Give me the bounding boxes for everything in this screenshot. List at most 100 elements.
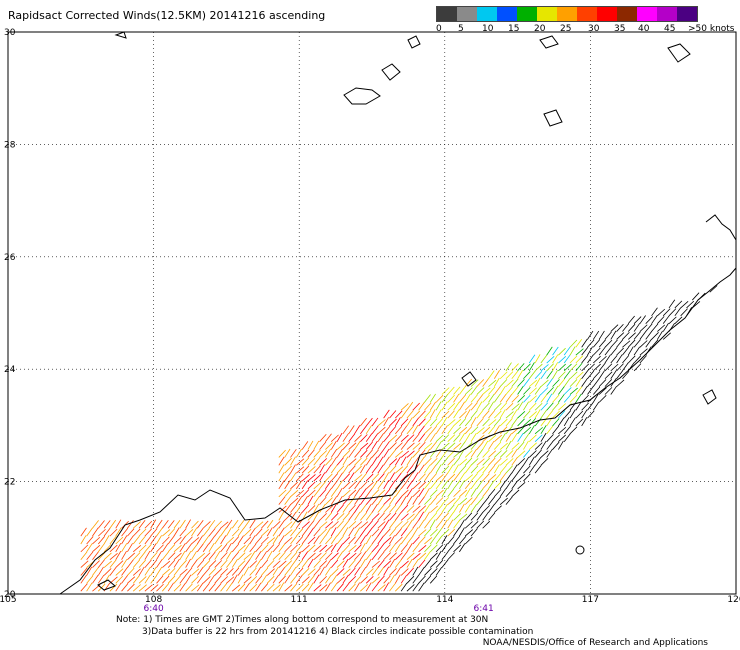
wind-barb bbox=[429, 433, 437, 442]
legend-label: 45 bbox=[664, 24, 676, 34]
wind-barb bbox=[266, 568, 275, 576]
wind-barb bbox=[587, 401, 594, 411]
wind-barb bbox=[383, 417, 390, 427]
wind-barb bbox=[464, 409, 471, 419]
wind-barb bbox=[156, 519, 163, 529]
wind-barb bbox=[389, 496, 396, 505]
wind-barb bbox=[523, 433, 530, 442]
wind-barb bbox=[505, 386, 513, 395]
wind-barb bbox=[208, 567, 217, 576]
wind-barb bbox=[330, 582, 338, 592]
wind-barb bbox=[365, 512, 373, 521]
wind-barb bbox=[150, 519, 157, 529]
wind-barb bbox=[429, 535, 437, 545]
island-1 bbox=[97, 579, 116, 591]
wind-barb bbox=[115, 582, 122, 592]
wind-barb bbox=[470, 480, 478, 490]
wind-barb bbox=[162, 560, 171, 568]
wind-barb bbox=[418, 410, 426, 419]
wind-barb bbox=[517, 433, 524, 442]
wind-barb bbox=[377, 449, 385, 458]
wind-barb bbox=[261, 529, 269, 537]
wind-barb bbox=[127, 567, 135, 576]
wind-barb bbox=[587, 386, 594, 395]
wind-barb bbox=[325, 521, 334, 529]
wind-barb bbox=[132, 521, 141, 529]
wind-barb bbox=[301, 496, 308, 505]
wind-barb bbox=[115, 568, 124, 576]
wind-barb bbox=[144, 584, 153, 592]
wind-barb bbox=[499, 418, 508, 427]
wind-barb bbox=[412, 495, 419, 505]
wind-barb bbox=[313, 584, 322, 592]
wind-barb bbox=[92, 560, 100, 568]
wind-barb bbox=[307, 481, 316, 490]
wind-barb bbox=[284, 560, 293, 568]
wind-barb bbox=[593, 355, 601, 364]
wind-barb bbox=[499, 433, 506, 442]
wind-barb bbox=[552, 434, 561, 442]
wind-barb bbox=[319, 496, 327, 505]
wind-barb bbox=[447, 386, 455, 395]
wind-barb bbox=[435, 535, 443, 545]
wind-barb bbox=[534, 434, 543, 442]
wind-barb bbox=[464, 488, 471, 497]
wind-barb bbox=[313, 567, 321, 576]
wind-barb bbox=[360, 496, 367, 505]
wind-barb bbox=[360, 488, 367, 498]
coastline bbox=[59, 31, 737, 595]
wind-barb bbox=[569, 426, 578, 435]
wind-barb bbox=[523, 440, 529, 450]
wind-barb bbox=[406, 519, 413, 529]
wind-barb bbox=[319, 584, 328, 592]
wind-barb bbox=[371, 583, 379, 592]
wind-barb bbox=[459, 441, 466, 450]
wind-barb bbox=[214, 520, 222, 529]
wind-barb bbox=[668, 308, 677, 317]
wind-barb bbox=[290, 464, 296, 474]
wind-barb bbox=[453, 489, 461, 498]
wind-barb bbox=[499, 409, 506, 419]
wind-barb bbox=[266, 583, 275, 592]
legend-label: 5 bbox=[458, 24, 464, 34]
wind-barb bbox=[342, 536, 351, 545]
wind-barb bbox=[301, 527, 309, 537]
wind-barb bbox=[121, 543, 128, 553]
wind-barb bbox=[395, 552, 403, 561]
wind-barb bbox=[278, 511, 285, 521]
wind-barb bbox=[301, 489, 310, 498]
wind-barb bbox=[488, 496, 495, 505]
wind-barb bbox=[482, 520, 491, 529]
wind-barb bbox=[429, 409, 436, 419]
wind-barb bbox=[494, 489, 502, 498]
wind-barb bbox=[389, 543, 396, 553]
wind-barb bbox=[476, 418, 484, 427]
wind-barb bbox=[616, 363, 624, 372]
wind-barb bbox=[103, 535, 110, 545]
wind-barb bbox=[377, 567, 385, 576]
wind-barb bbox=[144, 574, 151, 584]
wind-barb bbox=[255, 551, 262, 560]
wind-barb bbox=[348, 458, 357, 466]
wind-barb bbox=[167, 552, 176, 560]
wind-barb bbox=[429, 418, 438, 427]
wind-barb bbox=[476, 387, 485, 395]
wind-barb bbox=[429, 505, 438, 513]
wind-barb bbox=[249, 519, 256, 529]
wind-barb bbox=[313, 440, 320, 450]
wind-barb bbox=[517, 411, 526, 419]
wind-barb bbox=[476, 496, 484, 505]
wind-barb bbox=[348, 465, 356, 474]
wind-barb bbox=[424, 457, 432, 466]
wind-barb bbox=[389, 574, 396, 584]
wind-barb bbox=[290, 551, 298, 560]
wind-barb bbox=[592, 393, 599, 403]
wind-barb bbox=[622, 331, 630, 340]
wind-barb bbox=[249, 527, 256, 537]
wind-barb bbox=[307, 568, 316, 576]
wind-barb bbox=[552, 346, 559, 356]
wind-barb bbox=[109, 535, 117, 545]
legend-labels: 0 5 10 15 20 25 30 35 40 45 >50 knots bbox=[436, 22, 736, 36]
wind-barb bbox=[447, 434, 456, 442]
wind-barb bbox=[377, 584, 386, 592]
